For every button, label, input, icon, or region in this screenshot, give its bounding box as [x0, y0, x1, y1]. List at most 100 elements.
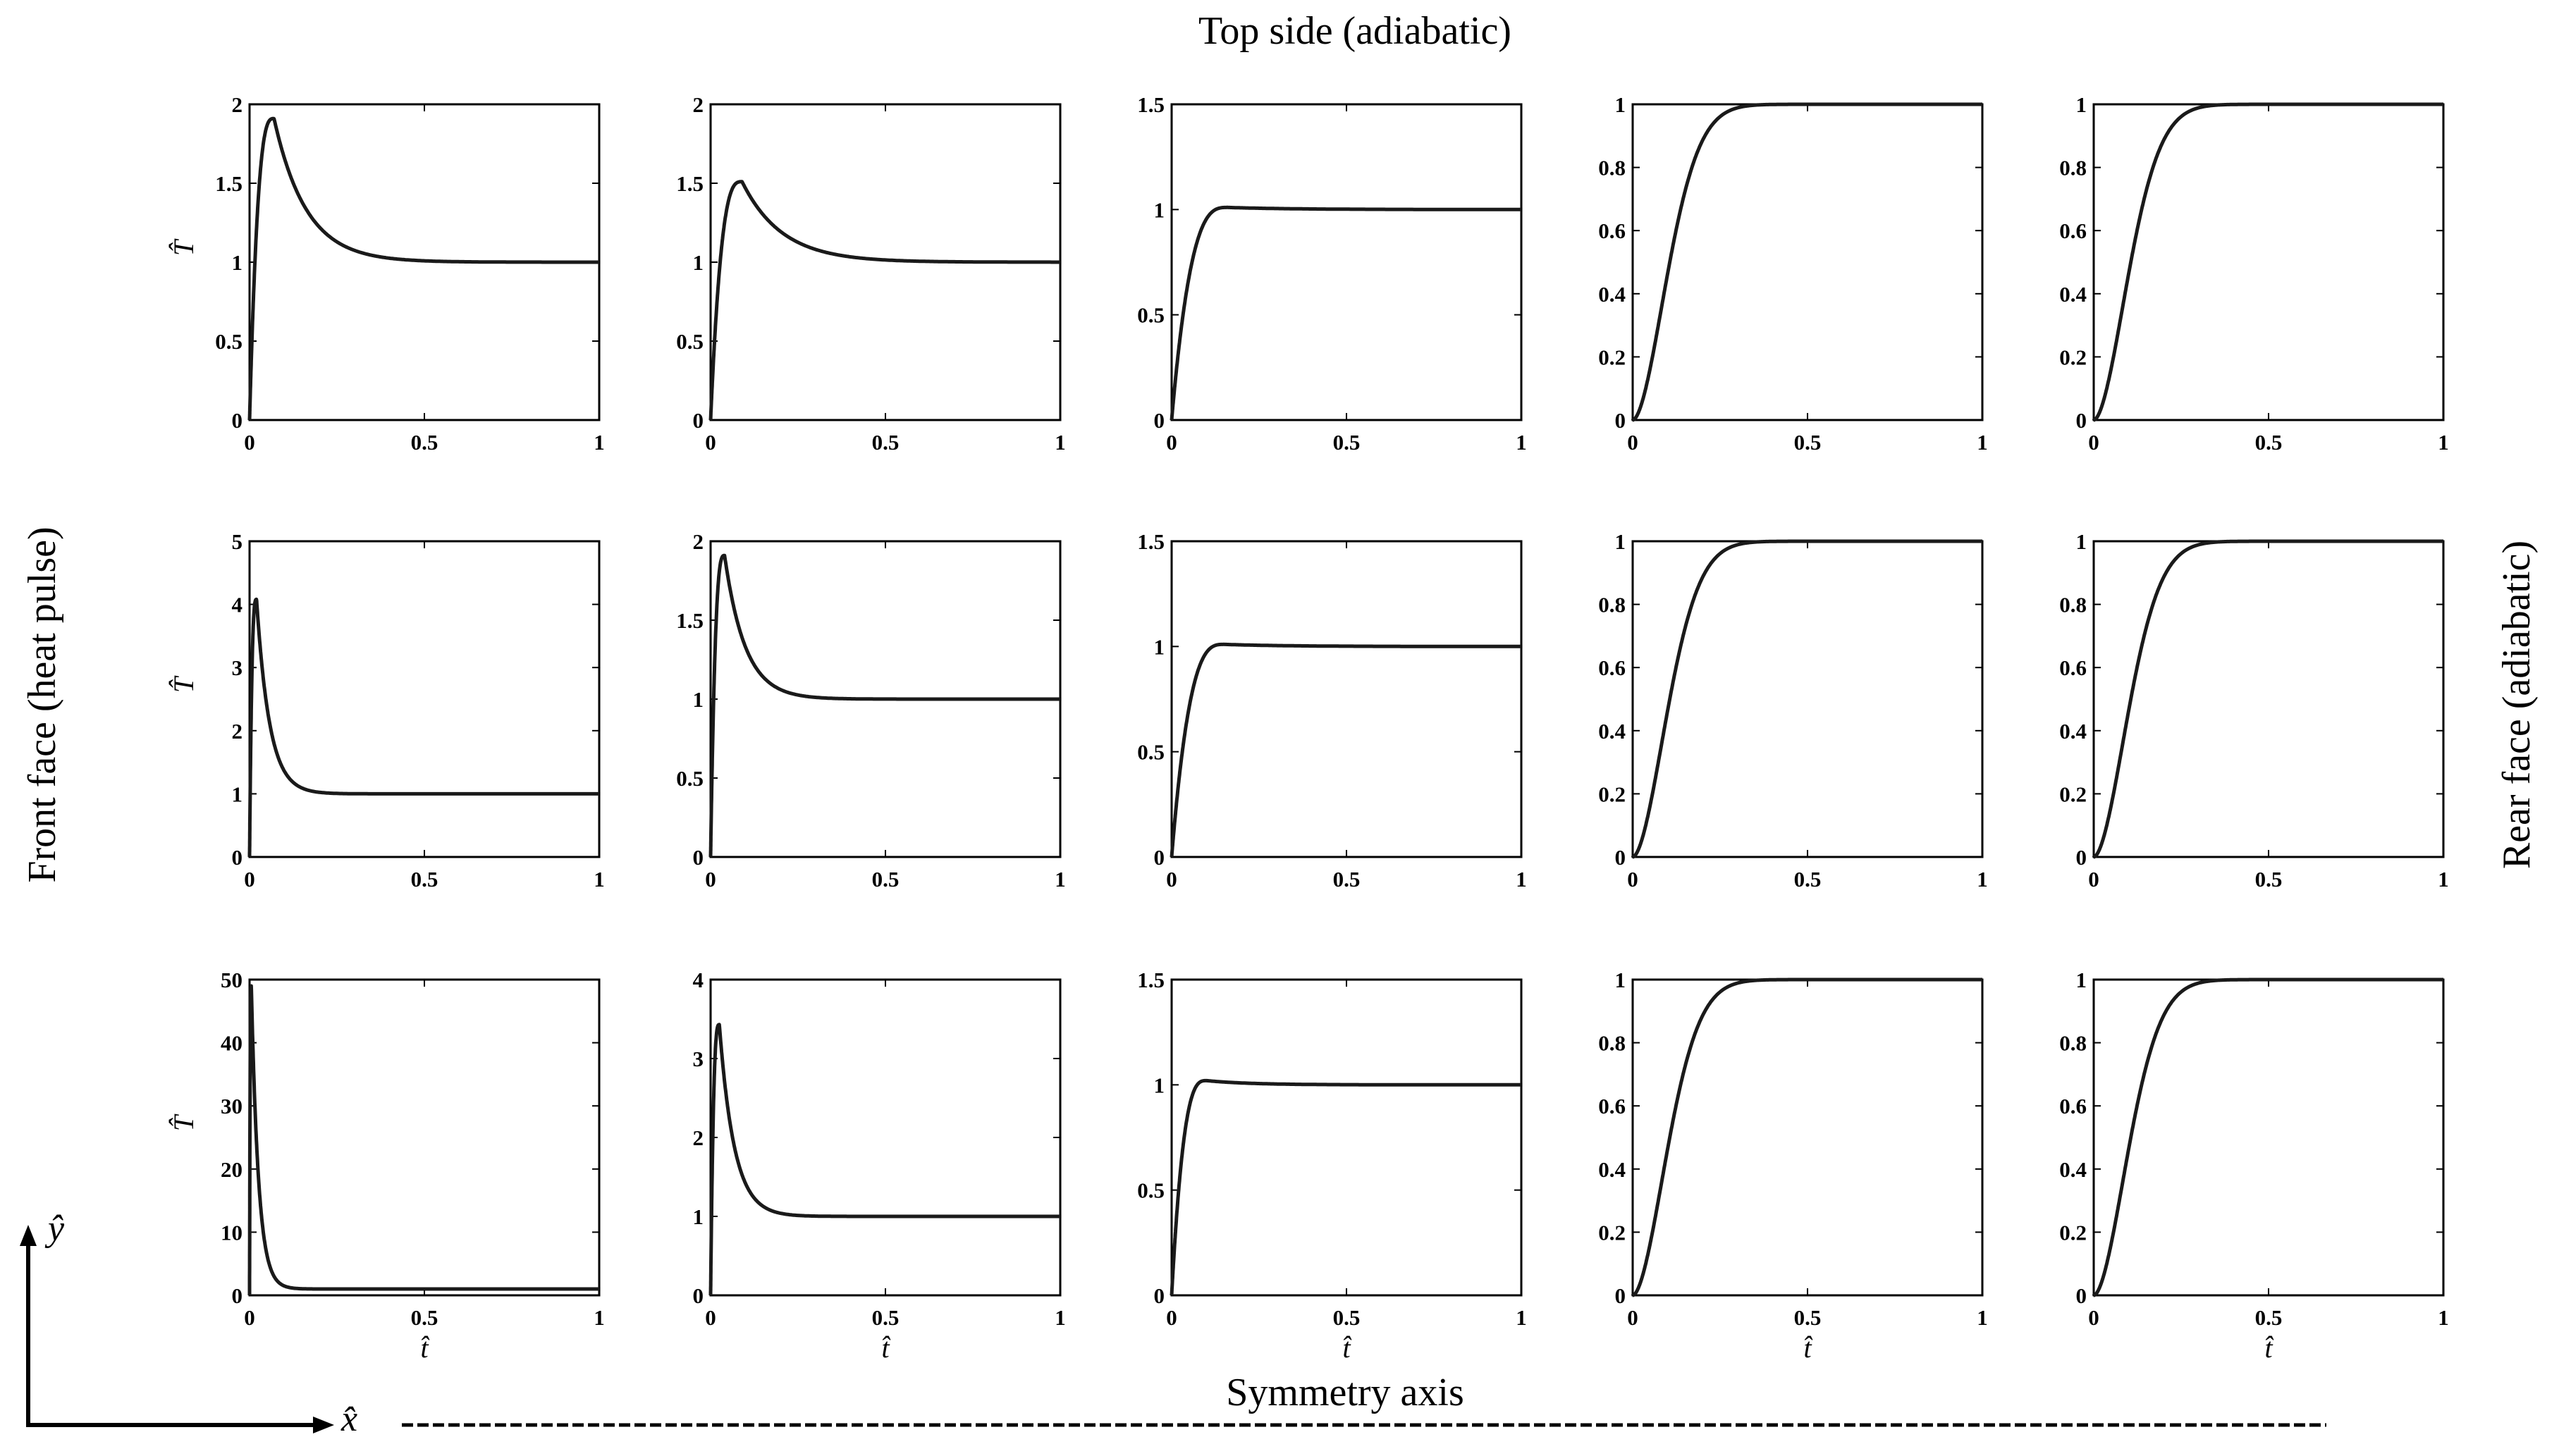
x-tick-label: 1: [1055, 430, 1066, 455]
axes-frame: [248, 540, 601, 858]
y-tick-label: 0.5: [1137, 1178, 1165, 1203]
y-tick-label: 4: [232, 593, 243, 617]
y-tick-label: 5: [232, 529, 243, 554]
axes-frame: [248, 978, 601, 1297]
y-tick-label: 0: [693, 408, 704, 433]
y-tick-label: 0.6: [1598, 1094, 1626, 1118]
y-tick-label: 0.4: [1598, 282, 1626, 307]
axes-frame: [1170, 103, 1523, 421]
x-axis-label: t̂: [881, 1332, 890, 1364]
x-tick-label: 1: [2438, 430, 2449, 455]
x-tick-label: 0.5: [1794, 1305, 1822, 1330]
y-tick-label: 1: [1615, 529, 1626, 554]
x-tick-label: 0: [244, 867, 255, 892]
x-tick-label: 1: [594, 430, 605, 455]
x-tick-label: 0.5: [872, 867, 900, 892]
y-tick-label: 0.5: [676, 766, 704, 791]
temperature-curve: [1631, 539, 1982, 859]
y-tick-label: 2: [693, 1125, 704, 1150]
panel-r2-c2: 0 0.5 1 0 0.5 1 1.5 2: [676, 529, 1066, 892]
y-tick-label: 0.2: [2059, 782, 2087, 806]
panel-r1-c2: 0 0.5 1 0 0.5 1 1.5 2: [676, 92, 1066, 455]
y-tick-label: 0.4: [1598, 719, 1626, 744]
y-tick-label: 2: [693, 92, 704, 117]
x-axis-label: t̂: [1803, 1332, 1812, 1364]
y-tick-label: 0: [1615, 1283, 1626, 1308]
x-tick-label: 0.5: [2255, 1305, 2283, 1330]
y-tick-label: 40: [221, 1031, 243, 1056]
y-tick-label: 30: [221, 1094, 243, 1118]
temperature-curve: [1631, 102, 1982, 422]
x-tick-label: 0: [2088, 430, 2099, 455]
front-face-label: Front face (heat pulse): [20, 526, 64, 882]
y-tick-label: 1: [1154, 634, 1165, 659]
x-tick-label: 0.5: [1333, 430, 1361, 455]
y-tick-label: 1: [1154, 197, 1165, 222]
y-tick-label: 3: [232, 655, 243, 680]
y-tick-label: 0.5: [676, 329, 704, 354]
x-axis-arrowhead: [313, 1417, 334, 1433]
x-tick-label: 1: [1516, 867, 1527, 892]
x-tick-label: 0.5: [1794, 430, 1822, 455]
x-tick-label: 1: [2438, 867, 2449, 892]
y-tick-label: 0: [1154, 1283, 1165, 1308]
x-tick-label: 0: [705, 430, 716, 455]
y-tick-label: 0.8: [1598, 156, 1626, 180]
x-tick-label: 0.5: [411, 430, 438, 455]
temperature-curve: [247, 984, 599, 1296]
temperature-curve: [1631, 977, 1982, 1297]
x-tick-label: 0.5: [1794, 867, 1822, 892]
y-tick-label: 1.5: [676, 608, 704, 633]
x-tick-label: 1: [1977, 867, 1988, 892]
x-tick-label: 0.5: [1333, 1305, 1361, 1330]
y-tick-label: 2: [232, 92, 243, 117]
temperature-curve: [708, 553, 1060, 859]
symmetry-axis-label: Symmetry axis: [1226, 1371, 1464, 1414]
panel-r2-c4: 0 0.5 1 0 0.2 0.4 0.6 0.8 1: [1598, 529, 1988, 892]
x-tick-label: 0: [1627, 867, 1638, 892]
y-tick-label: 1.5: [1137, 529, 1165, 554]
y-tick-label: 1: [2076, 92, 2087, 117]
panel-r3-c4: 0 0.5 1 0 0.2 0.4 0.6 0.8 1 t̂: [1598, 968, 1988, 1364]
y-tick-label: 0: [2076, 408, 2087, 433]
y-tick-label: 0.4: [2059, 1157, 2087, 1182]
y-tick-label: 0.8: [2059, 593, 2087, 617]
x-tick-label: 1: [594, 1305, 605, 1330]
y-tick-label: 1: [2076, 968, 2087, 992]
y-axis-symbol: ŷ: [44, 1209, 65, 1249]
y-tick-label: 0.6: [2059, 1094, 2087, 1118]
x-tick-label: 0.5: [872, 1305, 900, 1330]
y-tick-label: 1: [1154, 1073, 1165, 1097]
y-tick-label: 0.5: [215, 329, 243, 354]
y-tick-label: 1: [232, 782, 243, 806]
axes-frame: [1631, 978, 1984, 1297]
panel-r3-c2: 0 0.5 1 0 1 2 3 4 t̂: [693, 968, 1066, 1364]
y-tick-label: 0.8: [2059, 1031, 2087, 1056]
x-tick-label: 1: [1977, 1305, 1988, 1330]
y-tick-label: 0: [232, 1283, 243, 1308]
y-tick-label: 1.5: [676, 171, 704, 196]
panel-r2-c3: 0 0.5 1 0 0.5 1 1.5: [1137, 529, 1527, 892]
temperature-curve: [1170, 205, 1521, 422]
x-tick-label: 0.5: [1333, 867, 1361, 892]
x-tick-label: 1: [1977, 430, 1988, 455]
x-tick-label: 0: [705, 867, 716, 892]
y-tick-label: 0.5: [1137, 303, 1165, 328]
y-tick-label: 0: [1154, 845, 1165, 870]
y-tick-label: 3: [693, 1047, 704, 1071]
temperature-curve: [2092, 102, 2443, 422]
panel-grid: 0 0.5 1 0 0.5 1 1.5 2 T̂ 0 0.5 1 0 0.5 1 1.5 2 0 0.5 1 0 0.5 1…: [168, 92, 2449, 1364]
y-axis-label: T̂: [168, 238, 200, 256]
y-tick-label: 0.8: [1598, 593, 1626, 617]
temperature-curve: [2092, 539, 2443, 859]
x-tick-label: 0: [1627, 430, 1638, 455]
panel-r1-c1: 0 0.5 1 0 0.5 1 1.5 2 T̂: [168, 92, 605, 455]
temperature-curve: [2092, 977, 2443, 1297]
y-tick-label: 0: [1615, 408, 1626, 433]
x-tick-label: 0: [244, 430, 255, 455]
y-tick-label: 1: [1615, 968, 1626, 992]
y-tick-label: 0.4: [2059, 719, 2087, 744]
y-tick-label: 1: [693, 250, 704, 275]
y-tick-label: 2: [232, 719, 243, 744]
axes-frame: [2092, 978, 2445, 1297]
